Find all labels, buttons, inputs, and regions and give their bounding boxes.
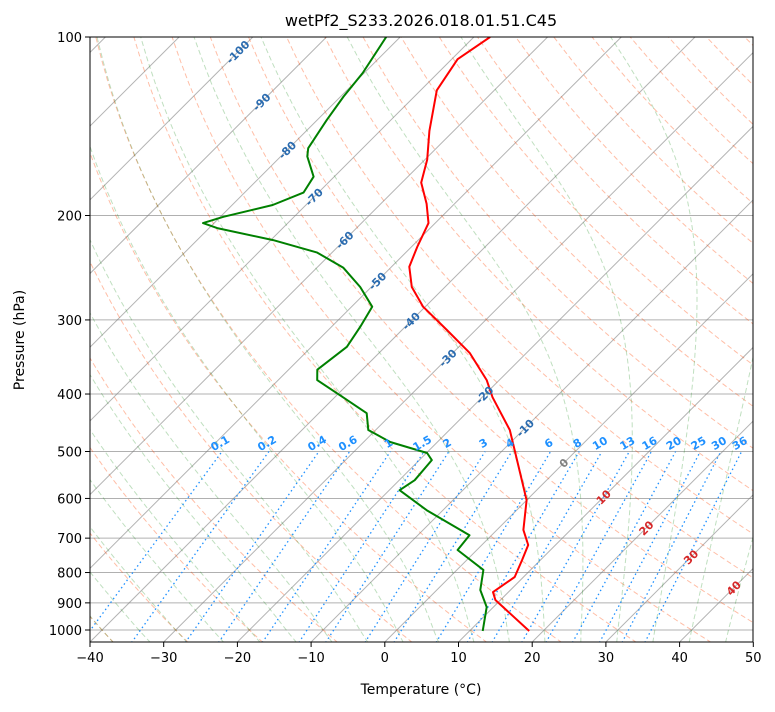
mixing-ratio-label: 25 [689, 434, 709, 453]
y-axis-label: Pressure (hPa) [12, 290, 28, 390]
mixing-ratio-line [219, 452, 350, 643]
mixing-ratio-label: 1.5 [411, 433, 434, 454]
isotherm-line [89, 37, 695, 643]
mixing-ratio-line [600, 452, 701, 643]
x-tick-label: 10 [450, 651, 467, 666]
dry-adiabat-line [134, 37, 637, 643]
isotherm-line [458, 37, 775, 643]
background-lines [0, 37, 775, 643]
dry-adiabat-line [172, 37, 711, 643]
moist-adiabat-line [0, 37, 260, 643]
mixing-ratio-label: 0.6 [336, 433, 360, 454]
mixing-ratio-line [645, 452, 742, 643]
x-tick-label: −40 [76, 651, 103, 666]
mixing-ratio-line [326, 452, 449, 643]
dry-adiabat-line [516, 37, 775, 643]
isotherm-line [0, 37, 327, 643]
dry-adiabat-line [0, 37, 263, 643]
moist-adiabat-line [611, 37, 697, 643]
dry-adiabat-line [554, 37, 775, 643]
dry-adiabat-line [363, 37, 775, 643]
y-tick-label: 400 [57, 388, 82, 403]
mixing-ratio-label: 13 [618, 434, 638, 453]
y-tick-label: 500 [57, 445, 82, 460]
dry-adiabat-line [668, 37, 775, 643]
dry-adiabat-line [592, 37, 775, 643]
chart-title: wetPf2_S233.2026.018.01.51.C45 [285, 11, 557, 31]
isotherm-line [311, 37, 775, 643]
y-tick-label: 700 [57, 532, 82, 547]
mixing-ratio-label: 6 [542, 436, 555, 451]
dewpoint-trace [203, 37, 487, 631]
moist-adiabat-line [261, 37, 545, 643]
y-tick-label: 100 [57, 31, 82, 46]
dry-adiabat-line [58, 37, 488, 643]
x-tick-label: 30 [598, 651, 615, 666]
isotherm-label: -100 [224, 38, 253, 67]
mixing-ratio-line [546, 452, 652, 643]
dry-adiabat-line [745, 37, 775, 643]
dry-adiabat-line [19, 37, 412, 643]
y-tick-label: 1000 [49, 624, 82, 639]
mixing-ratio-line [132, 452, 269, 643]
y-tick-label: 300 [57, 314, 82, 329]
isotherm-line [0, 37, 474, 643]
mixing-ratio-line [262, 452, 390, 643]
isotherm-line [384, 37, 775, 643]
isotherm-line [16, 37, 622, 643]
y-tick-label: 900 [57, 597, 82, 612]
x-tick-label: −30 [150, 651, 177, 666]
y-tick-label: 600 [57, 492, 82, 507]
moist-adiabat-line [726, 37, 775, 643]
isotherm-line [163, 37, 769, 643]
x-tick-label: 20 [524, 651, 541, 666]
plot-frame [90, 37, 753, 642]
isotherm-line [753, 37, 775, 643]
isotherm-line [0, 37, 400, 643]
mixing-ratio-line [394, 452, 512, 643]
moist-adiabat-line [0, 37, 224, 643]
mixing-ratio-label: 3 [477, 436, 490, 451]
mixing-ratio-label: 16 [640, 434, 660, 453]
mixing-ratio-label: 0.4 [305, 433, 329, 454]
mixing-ratio-line [299, 452, 424, 643]
isotherm-line [532, 37, 775, 643]
moist-adiabat-line [1, 37, 332, 643]
isotherm-label: 20 [637, 518, 657, 538]
mixing-ratio-label: 30 [709, 434, 729, 453]
mixing-ratio-line [573, 452, 676, 643]
y-tick-label: 200 [57, 210, 82, 225]
isotherm-label: -80 [276, 138, 299, 161]
dry-adiabat-line [707, 37, 775, 643]
x-tick-label: −20 [224, 651, 251, 666]
x-axis-label: Temperature (°C) [360, 682, 482, 698]
sounding-traces [203, 37, 529, 631]
moist-adiabat-line [461, 37, 632, 643]
dry-adiabat-line [439, 37, 775, 643]
temperature-trace [409, 37, 529, 631]
moist-adiabat-line [762, 37, 775, 643]
mixing-ratio-label: 36 [730, 434, 750, 453]
y-axis-ticks: 100 200 300 400 500 600 700 800 900 1000 [49, 31, 90, 639]
mixing-ratio-label: 20 [664, 434, 684, 453]
y-tick-label: 800 [57, 567, 82, 582]
mixing-ratio-line [622, 452, 721, 643]
x-tick-label: −10 [297, 651, 324, 666]
mixing-ratio-label: 10 [590, 434, 610, 453]
moist-adiabat-line [29, 37, 368, 643]
dry-adiabat-line [0, 37, 188, 643]
dry-adiabat-line [0, 37, 338, 643]
moist-adiabat-line [689, 37, 775, 643]
x-tick-label: 50 [745, 651, 762, 666]
x-axis-ticks: −40 −30 −20 −10 0 10 20 30 40 50 [76, 642, 761, 666]
x-tick-label: 40 [671, 651, 688, 666]
x-tick-label: 0 [381, 651, 389, 666]
isotherm-line [0, 37, 253, 643]
moist-adiabat-line [0, 37, 187, 643]
